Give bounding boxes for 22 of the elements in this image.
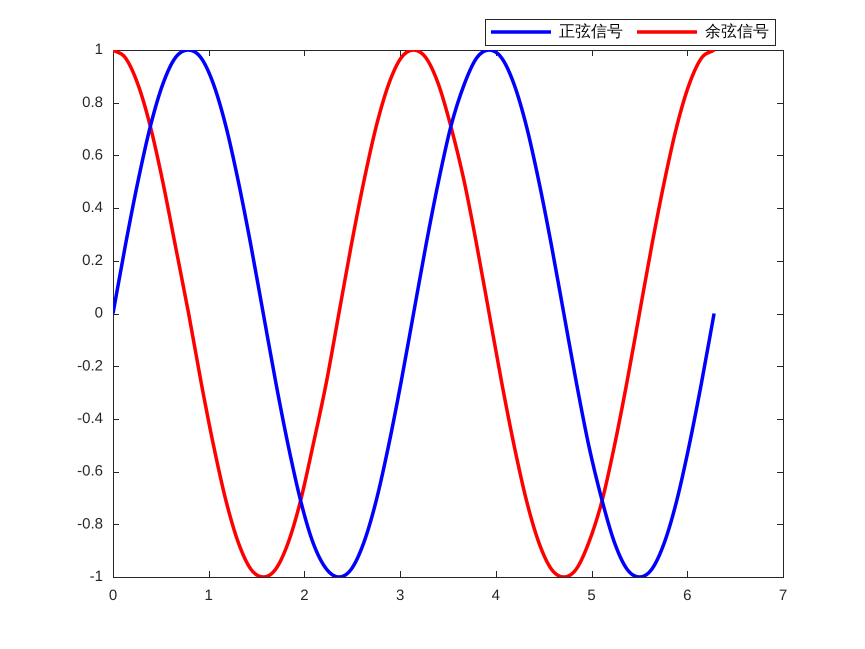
x-tick-label: 7 xyxy=(778,587,788,604)
line-series xyxy=(113,50,716,577)
legend-label: 正弦信号 xyxy=(559,22,623,40)
x-tick-label: 1 xyxy=(204,587,213,604)
y-tick-label: 0.4 xyxy=(82,199,103,216)
y-tick-label: -0.2 xyxy=(77,357,103,374)
y-tick-label: -0.4 xyxy=(77,410,103,428)
y-tick-label: -1 xyxy=(90,568,103,586)
y-tick-label: 0.2 xyxy=(82,252,103,269)
y-tick-label: 0.6 xyxy=(82,146,103,164)
x-tick-label: 6 xyxy=(683,587,692,604)
x-tick-label: 2 xyxy=(300,587,309,604)
y-tick-label: -0.8 xyxy=(77,515,103,532)
x-tick-label: 3 xyxy=(396,587,404,604)
y-tick-label: 1 xyxy=(94,41,103,58)
y-tick-label: -0.6 xyxy=(77,462,103,480)
x-tick-label: 4 xyxy=(492,587,500,604)
y-tick-label: 0 xyxy=(94,304,103,322)
legend-label: 余弦信号 xyxy=(705,22,769,40)
x-tick-label: 5 xyxy=(587,587,596,604)
x-tick-label: 0 xyxy=(108,587,118,604)
y-tick-label: 0.8 xyxy=(82,94,103,111)
